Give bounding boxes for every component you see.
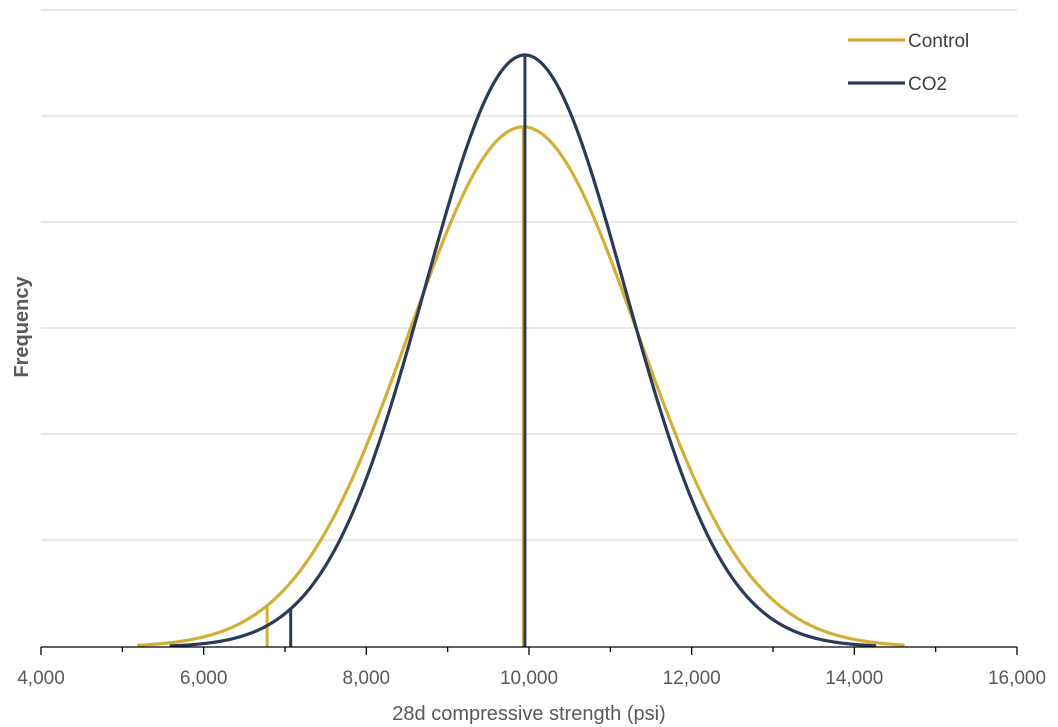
- x-axis: 4,000 6,000 8,000 10,000 12,000 14,000 16,000: [17, 646, 1046, 689]
- legend-label: Control: [908, 31, 969, 52]
- series-control-group: [137, 125, 905, 647]
- y-axis-title: Frequency: [11, 276, 33, 378]
- series-layer: [137, 53, 905, 648]
- x-tick-label: 8,000: [343, 668, 391, 689]
- x-tick-label: 6,000: [180, 668, 228, 689]
- x-axis-title: 28d compressive strength (psi): [392, 703, 665, 725]
- x-tick-label: 14,000: [825, 668, 883, 689]
- series-co2-curve: [169, 53, 877, 648]
- series-co2-group: [169, 53, 877, 648]
- x-tick-label: 10,000: [500, 668, 558, 689]
- x-tick-label: 12,000: [663, 668, 721, 689]
- x-tick-label: 4,000: [17, 668, 65, 689]
- legend: Control CO2: [848, 31, 969, 95]
- legend-item-co2: CO2: [848, 74, 947, 95]
- legend-item-control: Control: [848, 31, 969, 52]
- gridlines: [41, 9, 1017, 541]
- x-tick-label: 16,000: [988, 668, 1046, 689]
- legend-label: CO2: [908, 74, 947, 95]
- series-control-curve: [137, 125, 905, 647]
